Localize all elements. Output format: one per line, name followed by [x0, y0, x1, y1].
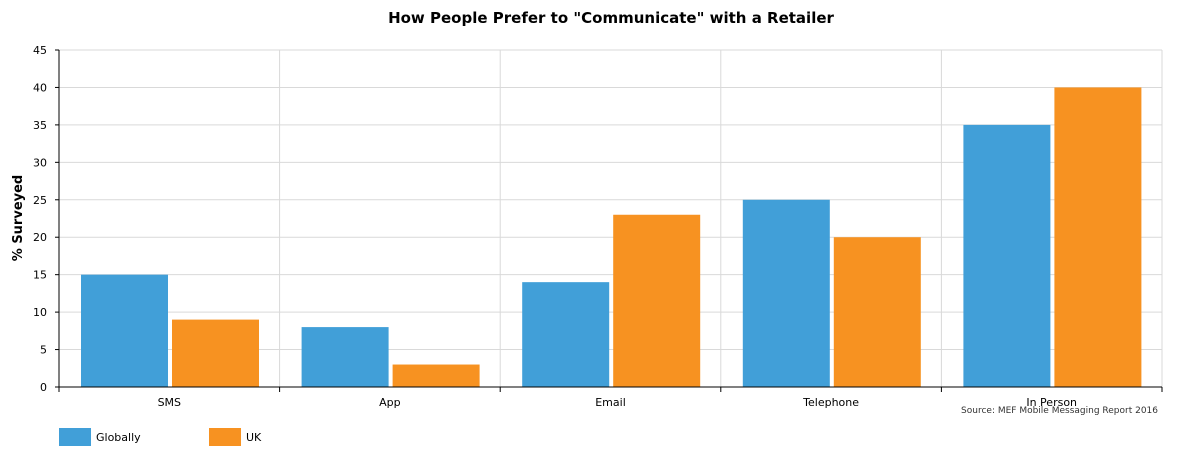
y-tick-label: 10 — [33, 306, 47, 319]
axes — [55, 49, 1163, 392]
legend-label-uk: UK — [246, 430, 262, 444]
y-tick-label: 45 — [33, 44, 47, 57]
y-tick-label: 5 — [40, 344, 47, 357]
y-tick-label: 15 — [33, 269, 47, 282]
bar-globally-email — [522, 282, 610, 387]
y-tick-label: 25 — [33, 194, 47, 207]
y-axis-label: % Surveyed — [11, 175, 26, 261]
bar-globally-in-person — [963, 124, 1051, 387]
y-tick-label: 40 — [33, 81, 47, 94]
y-tick-label: 0 — [40, 381, 47, 394]
bars-group — [81, 87, 1142, 387]
x-tick-label: Telephone — [802, 396, 859, 409]
source-note: Source: MEF Mobile Messaging Report 2016 — [961, 406, 1158, 416]
legend-swatch-uk — [209, 428, 241, 446]
bar-uk-email — [613, 214, 701, 387]
y-tick-label: 35 — [33, 119, 47, 132]
legend-label-globally: Globally — [96, 430, 141, 444]
x-tick-label: SMS — [158, 396, 181, 409]
bar-globally-telephone — [742, 199, 830, 387]
bar-uk-sms — [172, 319, 259, 387]
bar-uk-in-person — [1054, 87, 1142, 387]
x-tick-label: Email — [595, 396, 626, 409]
y-tick-label: 30 — [33, 156, 47, 169]
tick-labels: 0 5 10 15 20 25 30 35 40 45 SMS App Email Telephone In… — [33, 44, 1077, 409]
legend: Globally UK — [59, 428, 261, 446]
bar-uk-telephone — [833, 237, 921, 387]
x-tick-label: In Person — [1026, 396, 1077, 409]
chart-title: How People Prefer to "Communicate" with … — [388, 9, 834, 27]
bar-globally-app — [301, 327, 389, 387]
x-tick-label: App — [379, 396, 401, 409]
legend-item-globally: Globally — [59, 428, 209, 446]
legend-item-uk: UK — [209, 428, 261, 446]
bar-uk-app — [392, 364, 480, 387]
bar-globally-sms — [81, 274, 168, 387]
legend-swatch-globally — [59, 428, 91, 446]
y-tick-label: 20 — [33, 231, 47, 244]
